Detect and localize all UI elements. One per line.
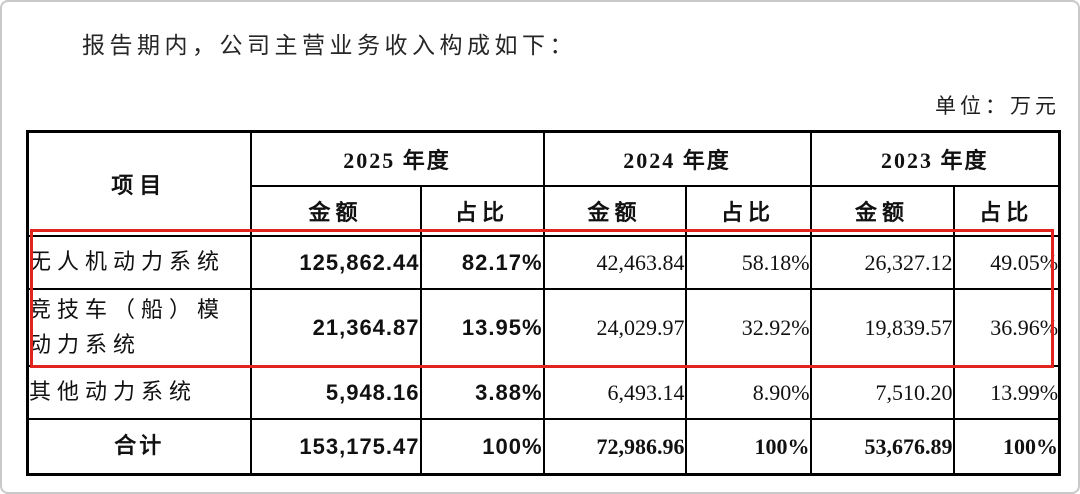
amount-cell-2025: 153,175.47 bbox=[249, 418, 422, 476]
amount-cell-2024: 24,029.97 bbox=[542, 288, 687, 367]
column-header-ratio-2023: 占比 bbox=[952, 185, 1061, 237]
column-header-item: 项目 bbox=[26, 130, 252, 237]
revenue-table: 项目 2025 年度 2024 年度 2023 年度 金额 占比 金额 占比 金… bbox=[26, 130, 1062, 476]
ratio-cell-2025: 100% bbox=[419, 418, 545, 476]
amount-cell-2023: 53,676.89 bbox=[809, 418, 955, 476]
intro-text: 报告期内，公司主营业务收入构成如下： bbox=[82, 33, 577, 58]
ratio-cell-2025: 13.95% bbox=[419, 288, 545, 367]
amount-cell-2023: 26,327.12 bbox=[809, 235, 955, 290]
column-header-ratio-2024: 占比 bbox=[684, 185, 812, 237]
column-header-amount-2025: 金额 bbox=[249, 185, 422, 237]
column-header-amount-2024: 金额 bbox=[542, 185, 687, 237]
ratio-cell-2023: 36.96% bbox=[952, 288, 1061, 367]
table-row-total: 合计 153,175.47 100% 72,986.96 100% 53,676… bbox=[26, 418, 1061, 476]
ratio-cell-2025: 82.17% bbox=[419, 235, 545, 290]
ratio-cell-2024: 32.92% bbox=[684, 288, 812, 367]
header-row-years: 项目 2025 年度 2024 年度 2023 年度 bbox=[26, 130, 1061, 237]
table-row-other-power-systems: 其他动力系统 5,948.16 3.88% 6,493.14 8.90% 7,5… bbox=[26, 365, 1061, 420]
amount-cell-2024: 6,493.14 bbox=[542, 365, 687, 420]
amount-cell-2025: 125,862.44 bbox=[249, 235, 422, 290]
row-item-label: 其他动力系统 bbox=[26, 365, 252, 420]
column-header-year-2025: 2025 年度 bbox=[249, 130, 545, 187]
column-header-amount-2023: 金额 bbox=[809, 185, 955, 237]
table-row-racing-model-power-systems: 竞技车（船）模动力系统 21,364.87 13.95% 24,029.97 3… bbox=[26, 288, 1061, 367]
amount-cell-2025: 5,948.16 bbox=[249, 365, 422, 420]
column-header-year-2024: 2024 年度 bbox=[542, 130, 812, 187]
ratio-cell-2023: 49.05% bbox=[952, 235, 1061, 290]
revenue-table-container: 项目 2025 年度 2024 年度 2023 年度 金额 占比 金额 占比 金… bbox=[26, 130, 1062, 476]
column-header-ratio-2025: 占比 bbox=[419, 185, 545, 237]
amount-cell-2023: 19,839.57 bbox=[809, 288, 955, 367]
column-header-year-2023: 2023 年度 bbox=[809, 130, 1061, 187]
row-item-label: 竞技车（船）模动力系统 bbox=[26, 288, 252, 367]
table-row-drone-power-systems: 无人机动力系统 125,862.44 82.17% 42,463.84 58.1… bbox=[26, 235, 1061, 290]
amount-cell-2025: 21,364.87 bbox=[249, 288, 422, 367]
total-label: 合计 bbox=[26, 418, 252, 476]
ratio-cell-2023: 13.99% bbox=[952, 365, 1061, 420]
ratio-cell-2024: 58.18% bbox=[684, 235, 812, 290]
ratio-cell-2025: 3.88% bbox=[419, 365, 545, 420]
header-row-subcolumns: 金额 占比 金额 占比 金额 占比 bbox=[28, 185, 1061, 237]
row-item-label: 无人机动力系统 bbox=[26, 235, 252, 290]
amount-cell-2024: 42,463.84 bbox=[542, 235, 687, 290]
amount-cell-2024: 72,986.96 bbox=[542, 418, 687, 476]
ratio-cell-2023: 100% bbox=[952, 418, 1061, 476]
ratio-cell-2024: 100% bbox=[684, 418, 812, 476]
unit-label: 单位：万元 bbox=[935, 94, 1060, 118]
amount-cell-2023: 7,510.20 bbox=[809, 365, 955, 420]
ratio-cell-2024: 8.90% bbox=[684, 365, 812, 420]
